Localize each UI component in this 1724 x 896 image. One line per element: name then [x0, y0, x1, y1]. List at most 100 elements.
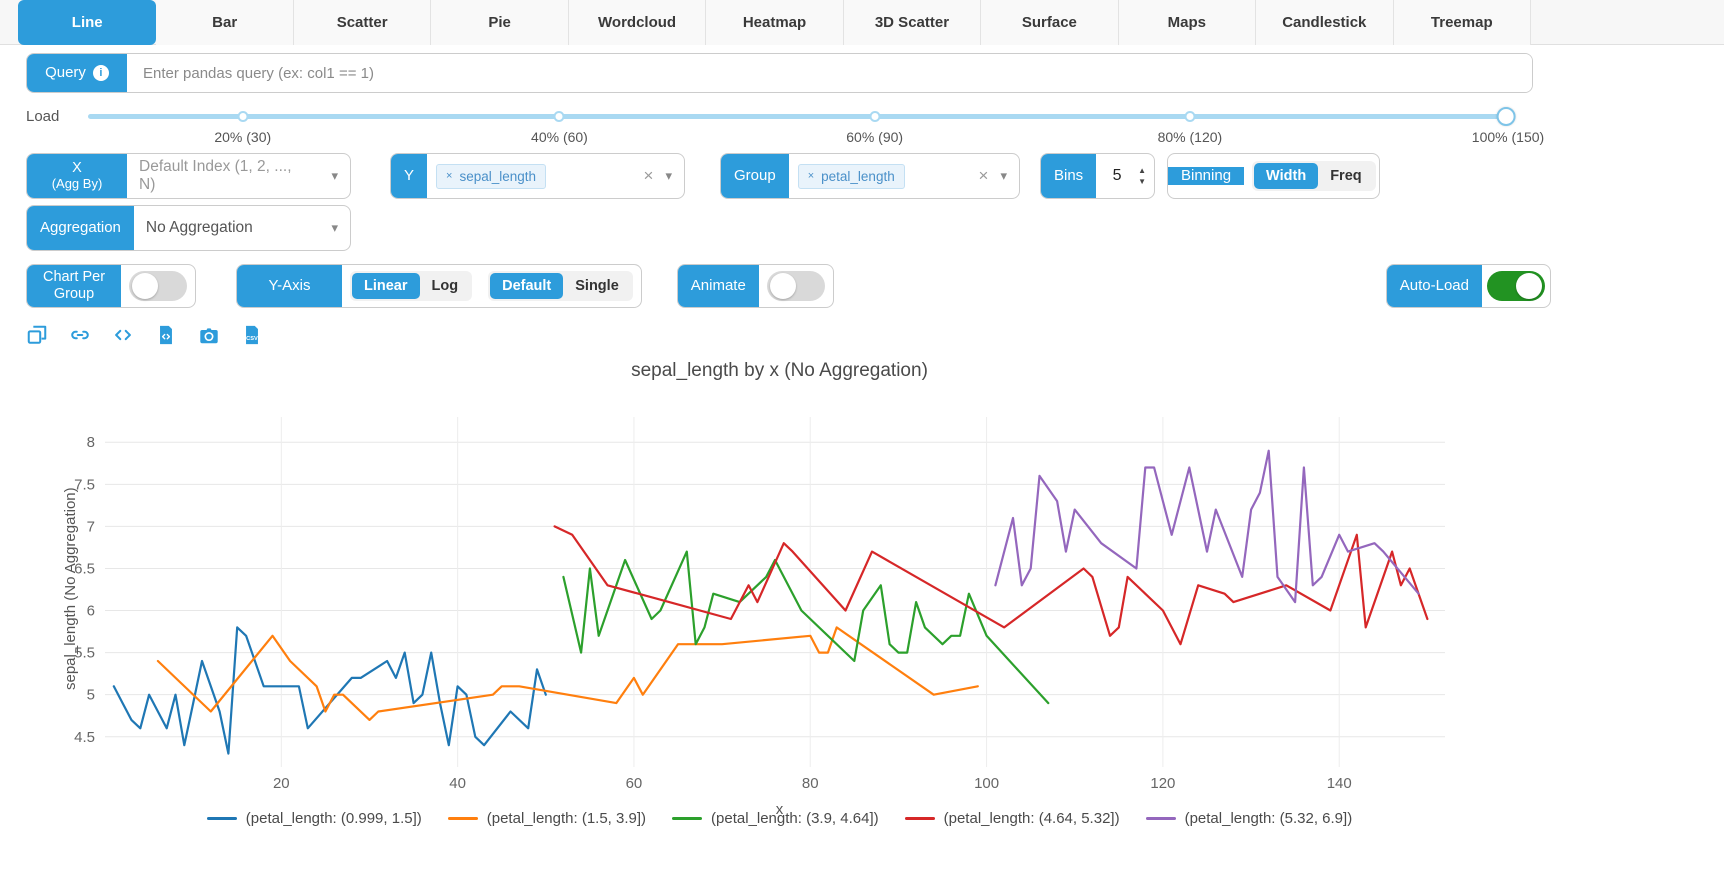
tab-heatmap[interactable]: Heatmap: [706, 0, 844, 45]
y-tick-label: 7: [87, 518, 95, 535]
load-label: Load: [26, 107, 60, 125]
y-axis-title: sepal_length (No Aggregation): [62, 487, 79, 691]
legend-item[interactable]: (petal_length: (3.9, 4.64]): [672, 810, 879, 827]
legend-item[interactable]: (petal_length: (0.999, 1.5]): [206, 810, 422, 827]
legend-label: (petal_length: (3.9, 4.64]): [711, 810, 879, 827]
load-slider-handle[interactable]: [1496, 107, 1516, 126]
yaxis-single-button[interactable]: Single: [575, 278, 619, 294]
tab-line[interactable]: Line: [18, 0, 157, 45]
y-tick-label: 6: [87, 603, 95, 620]
load-slider-mark[interactable]: [237, 111, 249, 122]
chart-per-group-label: Chart Per Group: [27, 265, 121, 307]
tab-scatter[interactable]: Scatter: [293, 0, 432, 45]
group-chip-label: petal_length: [821, 168, 895, 184]
legend-label: (petal_length: (0.999, 1.5]): [245, 810, 422, 827]
animate-toggle[interactable]: [766, 271, 825, 301]
group-label: Group: [721, 154, 789, 198]
chevron-down-icon[interactable]: [319, 154, 350, 198]
load-slider-mark[interactable]: [869, 111, 881, 122]
tab-treemap[interactable]: Treemap: [1393, 0, 1531, 45]
load-slider[interactable]: [88, 107, 1516, 126]
load-tick-label: 20% (30): [214, 129, 272, 145]
legend-item[interactable]: (petal_length: (1.5, 3.9]): [447, 810, 646, 827]
line-chart: 4.5 5 5.5 6 6.5 7 7.5 8 20 40 60 80 100 120 140: [74, 417, 1445, 792]
y-axis-control: Y-Axis Linear Log Default Single: [236, 264, 642, 308]
x-sublabel-text: (Agg By): [51, 175, 103, 191]
code-export-icon[interactable]: [112, 324, 134, 346]
legend-swatch: [1145, 817, 1176, 820]
load-tick-label: 100% (150): [1471, 129, 1545, 145]
y-chips: sepal_length: [427, 154, 644, 198]
export-csv-icon[interactable]: CSV: [241, 324, 263, 346]
load-slider-mark[interactable]: [1184, 111, 1196, 122]
x-tick-label: 20: [273, 775, 290, 792]
controls-row-2: Aggregation No Aggregation: [26, 205, 1533, 251]
stepper-up-icon[interactable]: [1138, 167, 1146, 175]
export-png-icon[interactable]: [198, 324, 220, 346]
aggregation-select[interactable]: Aggregation No Aggregation: [26, 205, 351, 251]
binning-label: Binning: [1168, 167, 1245, 185]
clear-icon[interactable]: [979, 154, 989, 198]
group-chips: petal_length: [789, 154, 979, 198]
y-chip-label: sepal_length: [459, 168, 537, 184]
load-slider-mark[interactable]: [553, 111, 565, 122]
chip-remove-icon[interactable]: [446, 170, 452, 182]
group-select[interactable]: Group petal_length: [720, 153, 1020, 199]
animate-label: Animate: [677, 265, 759, 307]
bins-input[interactable]: 5: [1112, 167, 1122, 184]
controls-row-1: X (Agg By) Default Index (1, 2, ..., N) …: [26, 153, 1533, 199]
tab-3d-scatter[interactable]: 3D Scatter: [843, 0, 982, 45]
auto-load-label: Auto-Load: [1386, 265, 1482, 307]
y-tick-label: 5.5: [74, 645, 95, 662]
chevron-down-icon[interactable]: [988, 154, 1019, 198]
x-tick-label: 80: [802, 775, 819, 792]
x-aggby-value: Default Index (1, 2, ..., N): [139, 158, 292, 193]
bins-control: Bins 5: [1040, 153, 1155, 199]
auto-load-control: Auto-Load: [1385, 264, 1551, 308]
info-icon[interactable]: [92, 65, 109, 81]
x-aggby-label: X (Agg By): [27, 154, 127, 198]
toggle-knob: [1516, 273, 1542, 299]
binning-width-button[interactable]: Width: [1254, 163, 1319, 189]
legend-item[interactable]: (petal_length: (5.32, 6.9]): [1145, 810, 1352, 827]
tab-wordcloud[interactable]: Wordcloud: [568, 0, 707, 45]
yaxis-default-button[interactable]: Default: [490, 273, 564, 299]
aggregation-label: Aggregation: [27, 206, 134, 250]
chart-legend: (petal_length: (0.999, 1.5]) (petal_lengt…: [26, 810, 1533, 827]
tab-surface[interactable]: Surface: [981, 0, 1119, 45]
x-tick-label: 40: [449, 775, 466, 792]
chart-per-group-toggle[interactable]: [129, 271, 187, 301]
clear-icon[interactable]: [644, 154, 654, 198]
yaxis-linear-button[interactable]: Linear: [352, 273, 420, 299]
y-tick-label: 5: [87, 687, 95, 704]
auto-load-toggle[interactable]: [1487, 271, 1545, 301]
toggle-knob: [769, 273, 796, 299]
tab-candlestick[interactable]: Candlestick: [1256, 0, 1394, 45]
load-slider-track[interactable]: [88, 114, 1508, 119]
legend-item[interactable]: (petal_length: (4.64, 5.32]): [904, 810, 1120, 827]
tab-pie[interactable]: Pie: [431, 0, 569, 45]
copy-link-icon[interactable]: [69, 324, 91, 346]
query-input[interactable]: [127, 54, 1532, 92]
legend-swatch: [672, 817, 703, 820]
y-tick-label: 8: [87, 434, 95, 451]
controls-row-3: Chart Per Group Y-Axis Linear Log Defaul…: [26, 264, 1551, 308]
query-row: Query: [26, 53, 1533, 93]
chip-remove-icon[interactable]: [808, 170, 814, 182]
stepper-down-icon[interactable]: [1138, 178, 1146, 186]
group-chip: petal_length: [797, 163, 905, 189]
yaxis-log-button[interactable]: Log: [431, 278, 459, 294]
export-html-icon[interactable]: [155, 324, 177, 346]
chevron-down-icon[interactable]: [653, 154, 684, 198]
legend-swatch: [206, 817, 237, 820]
tab-maps[interactable]: Maps: [1118, 0, 1257, 45]
bins-stepper: [1138, 154, 1154, 198]
tab-bar[interactable]: Bar: [156, 0, 294, 45]
binning-freq-button[interactable]: Freq: [1330, 168, 1362, 184]
load-tick-label: 40% (60): [531, 129, 588, 145]
x-aggby-select[interactable]: X (Agg By) Default Index (1, 2, ..., N): [26, 153, 351, 199]
popout-chart-icon[interactable]: [26, 324, 48, 346]
chevron-down-icon[interactable]: [319, 206, 350, 250]
y-select[interactable]: Y sepal_length: [390, 153, 685, 199]
query-group: Query: [26, 53, 1533, 93]
